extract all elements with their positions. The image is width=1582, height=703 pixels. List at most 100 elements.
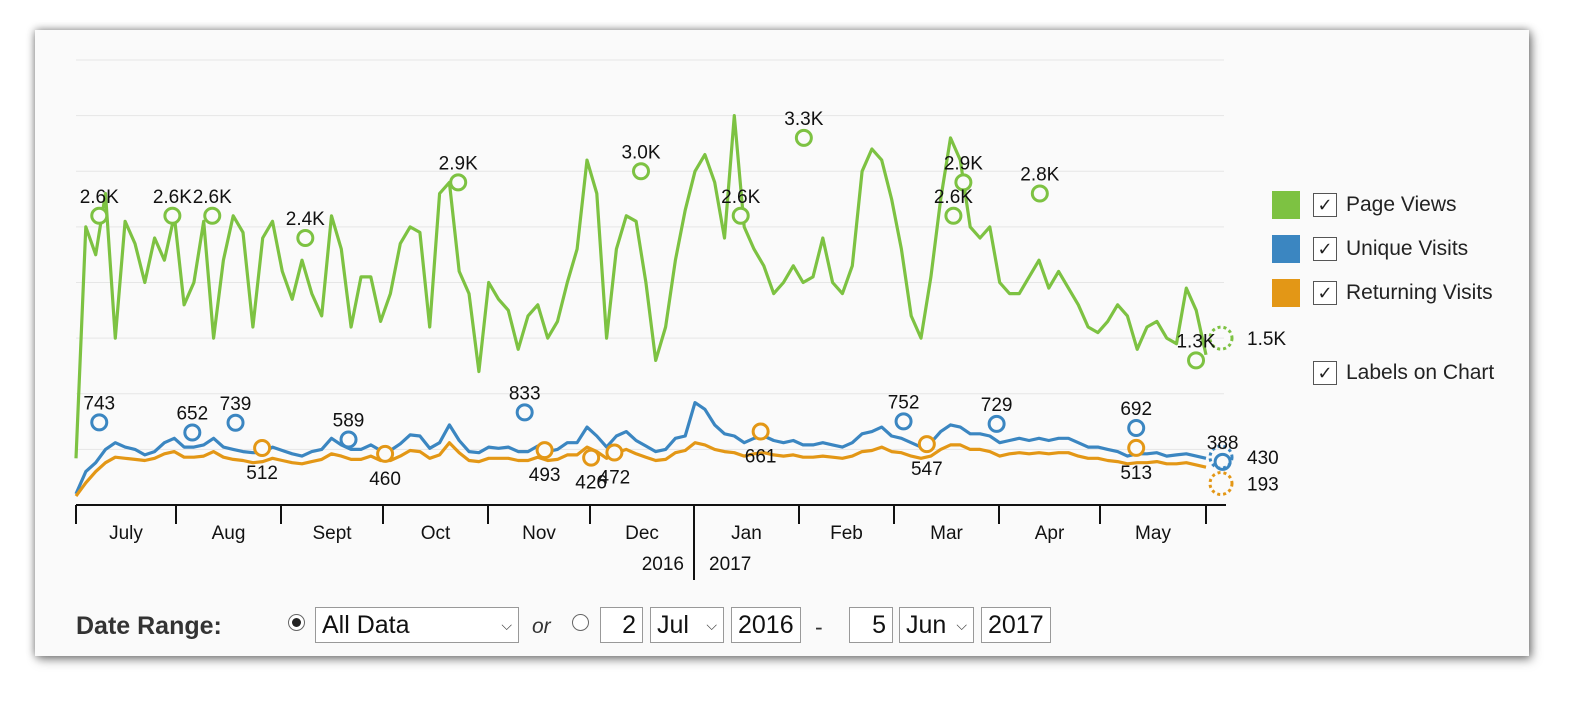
chart-panel: 2.6K 2.6K 2.6K 2.4K 2.9K 3.0K 2.6K 3.3K 2.6K 2.9K… [35,30,1529,656]
unique-visits-marker [515,403,534,422]
page-views-data-label: 3.3K [784,109,823,130]
page-views-last-label: 1.5K [1247,329,1286,350]
unique-visits-data-label: 833 [509,383,541,404]
legend-returning-visits[interactable]: ✓ Returning Visits [1272,278,1493,308]
returning-visits-marker [917,435,936,454]
range-separator: - [815,614,823,640]
returning-visits-marker [605,443,624,462]
chevron-down-icon: ⌵ [956,616,967,633]
unique-visits-last-label: 430 [1247,448,1279,469]
data-labels: 2.6K 2.6K 2.6K2.4K2.9K3.0K2.6K3.3K2.6K2.9K… [80,109,1287,496]
page-views-data-label: 2.6K [153,187,192,208]
legend-page-views[interactable]: ✓ Page Views [1272,190,1457,220]
returning-visits-marker [253,439,272,458]
returning-visits-checkbox[interactable]: ✓ [1313,281,1337,305]
returning-visits-last-label: 193 [1247,475,1279,496]
unique-visits-data-label: 652 [176,403,208,424]
unique-visits-data-label: 729 [981,395,1013,416]
returning-visits-data-label: 493 [529,465,561,486]
unique-visits-marker [183,423,202,442]
custom-range-radio[interactable] [572,614,589,631]
page-views-swatch [1272,191,1300,219]
unique-visits-data-label: 589 [333,410,365,431]
page-views-end-marker [1208,325,1234,351]
page-views-line [74,113,1208,459]
chevron-down-icon: ⌵ [501,616,512,633]
labels-on-chart-checkbox[interactable]: ✓ [1313,361,1337,385]
from-year-input[interactable]: 2016 [731,607,801,643]
page-views-marker [944,206,963,225]
month-label: Feb [830,523,863,544]
returning-visits-data-label: 426 [575,473,607,494]
page-views-data-label: 1.3K [1176,331,1215,352]
to-month-select[interactable]: Jun ⌵ [899,607,974,643]
page-views-data-label: 2.6K [80,187,119,208]
to-month-value: Jun [906,610,947,639]
unique-visits-data-label: 739 [220,394,252,415]
page-views-data-label: 2.9K [439,153,478,174]
page-views-data-label: 2.6K [193,187,232,208]
from-month-value: Jul [657,610,689,639]
page-views-data-label: 2.9K [944,153,983,174]
month-label: Mar [930,523,963,544]
page-views-marker [794,128,813,147]
page-views-marker [296,229,315,247]
returning-visits-line [74,441,1207,498]
page-views-marker [1187,351,1206,370]
preset-select[interactable]: All Data ⌵ [315,607,519,643]
to-year-input[interactable]: 2017 [981,607,1051,643]
page-views-marker [1030,184,1049,203]
unique-visits-marker [90,413,109,432]
page-views-checkbox[interactable]: ✓ [1313,193,1337,217]
from-month-select[interactable]: Jul ⌵ [650,607,724,643]
unique-visits-marker [339,430,358,449]
unique-visits-checkbox[interactable]: ✓ [1313,237,1337,261]
legend-unique-visits[interactable]: ✓ Unique Visits [1272,234,1468,264]
preset-select-value: All Data [322,610,410,639]
unique-visits-marker [226,413,245,432]
page-views-data-label: 2.8K [1020,165,1059,186]
returning-visits-marker [376,444,395,463]
page-views-data-label: 2.6K [934,187,973,208]
returning-visits-data-label: 661 [745,446,777,467]
labels-on-chart-label: Labels on Chart [1346,361,1495,384]
month-label: Sept [312,523,352,544]
unique-visits-data-label: 743 [83,393,115,414]
returning-visits-data-label: 472 [599,467,631,488]
unique-visits-marker [987,414,1006,433]
returning-visits-data-label: 513 [1120,463,1152,484]
to-day-input[interactable]: 5 [849,607,893,643]
legend-labels-on-chart[interactable]: ✓ Labels on Chart [1313,358,1494,388]
month-label: July [109,523,143,544]
returning-visits-data-label: 547 [911,459,943,480]
page-views-label: Page Views [1346,193,1457,216]
traffic-line-chart: 2.6K 2.6K 2.6K2.4K2.9K3.0K2.6K3.3K2.6K2.9K… [74,59,1287,580]
returning-visits-marker [1127,438,1146,457]
returning-visits-data-label: 460 [369,469,401,490]
returning-visits-marker [535,441,554,460]
unique-visits-marker [894,412,913,431]
chevron-down-icon: ⌵ [706,616,717,633]
unique-visits-marker [1213,452,1232,471]
x-axis: July Aug Sept Oct Nov Dec Jan Feb Mar Apr May 2016 2… [75,504,1226,580]
all-data-radio[interactable] [288,614,305,631]
gridlines [76,59,1224,450]
from-day-input[interactable]: 2 [600,607,643,643]
page-views-marker [731,206,750,225]
page-views-data-label: 2.4K [286,209,325,230]
returning-visits-marker [751,422,770,441]
month-label: Jan [731,523,762,544]
page-views-data-label: 2.6K [721,187,760,208]
or-text: or [532,615,551,638]
unique-visits-end-marker [1208,444,1234,470]
unique-visits-data-label: 388 [1207,433,1239,454]
year-label: 2017 [709,554,751,575]
year-label: 2016 [642,554,684,575]
page-views-marker [449,173,468,192]
month-label: Aug [212,523,246,544]
returning-visits-swatch [1272,279,1300,307]
month-label: Oct [421,523,451,544]
unique-visits-marker [1127,419,1146,438]
unique-visits-label: Unique Visits [1346,237,1469,260]
month-label: Apr [1035,523,1065,544]
